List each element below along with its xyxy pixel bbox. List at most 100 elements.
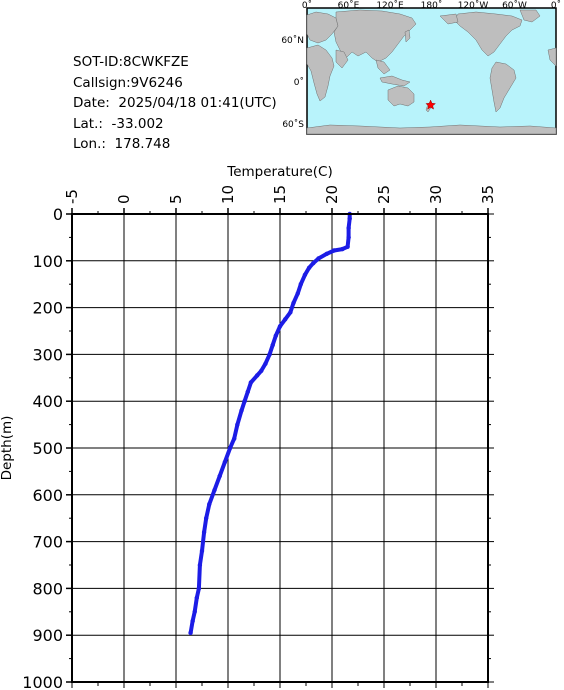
profile-point <box>267 352 272 357</box>
profile-point <box>298 282 303 287</box>
map-lat-label: 0˚ <box>294 77 304 88</box>
land-alaska <box>439 13 459 25</box>
latitude-text: Lat.: -33.002 <box>73 115 164 132</box>
profile-point <box>203 516 209 521</box>
map-lon-label: 60˚E <box>338 0 360 11</box>
y-tick-label: 1000 <box>22 673 63 690</box>
y-tick-labels: 0 100 200 300 400 500 600 700 800 900 1000 <box>22 205 72 690</box>
profile-point <box>324 251 329 256</box>
y-tick-label: 0 <box>53 205 63 224</box>
x-axis-label: Temperature(C) <box>226 164 332 180</box>
profile-point <box>346 235 351 240</box>
land-se-asia <box>375 59 391 75</box>
x-tick-label: 0 <box>115 194 133 204</box>
land-antarctica <box>306 124 557 135</box>
profile-point <box>245 389 250 395</box>
profile-point <box>232 436 237 441</box>
y-tick-label: 900 <box>32 626 63 645</box>
x-tick-label: 15 <box>271 185 289 204</box>
y-tick-label: 700 <box>32 533 63 552</box>
profile-point <box>196 586 202 591</box>
map-lat-label: 60˚N <box>281 35 304 46</box>
x-tick-label: 5 <box>167 194 185 204</box>
profile-point <box>259 368 264 373</box>
profile-point <box>188 630 193 636</box>
y-tick-label: 800 <box>32 579 63 598</box>
sot-id-text: SOT-ID:8CWKFZE <box>73 54 189 70</box>
profile-point <box>197 562 203 568</box>
x-tick-label: 35 <box>479 185 497 204</box>
x-tick-label: 20 <box>323 185 341 204</box>
y-tick-label: 100 <box>32 252 63 271</box>
profile-point <box>346 225 351 231</box>
x-tick-label: 30 <box>427 185 445 204</box>
profile-point <box>212 487 217 493</box>
land-australia <box>387 85 415 107</box>
y-tick-label: 500 <box>32 439 63 458</box>
profile-point <box>316 256 321 261</box>
profile-point <box>277 324 283 329</box>
profile-point <box>270 342 275 348</box>
y-tick-label: 200 <box>32 299 63 318</box>
map-lon-label: 180˚ <box>421 0 443 11</box>
map-lon-label: 120˚W <box>458 0 489 11</box>
profile-point <box>273 333 279 338</box>
station-star-marker <box>425 99 437 110</box>
profile-point <box>199 548 205 554</box>
map-lon-label: 60˚W <box>502 0 527 11</box>
profile-point <box>227 445 233 451</box>
y-tick-label: 400 <box>32 392 63 411</box>
profile-point <box>311 260 316 266</box>
longitude-text: Lon.: 178.748 <box>73 136 171 152</box>
map-lon-labels: 0˚ 60˚E 120˚E 180˚ 120˚W 60˚W 0˚ <box>302 0 561 11</box>
map-lon-label: 0˚ <box>551 0 561 11</box>
profile-point <box>194 595 199 600</box>
profile-point <box>201 530 207 535</box>
land-indonesia <box>379 75 411 87</box>
map-lat-labels: 60˚N 0˚ 60˚S <box>281 35 304 130</box>
profile-point <box>190 618 195 624</box>
profile-point <box>192 609 197 614</box>
y-tick-label: 600 <box>32 486 63 505</box>
land-arabia <box>335 49 349 69</box>
map-lat-label: 60˚S <box>282 119 304 130</box>
profile-chart: -5 0 5 10 15 20 25 30 35 01002003004005006007008… <box>0 164 497 690</box>
x-tick-label: 10 <box>219 185 237 204</box>
profile-point <box>239 408 244 413</box>
profile-point <box>283 317 288 322</box>
map-lon-label: 0˚ <box>302 0 312 11</box>
profile-point <box>302 272 308 278</box>
profile-point <box>331 248 337 253</box>
x-tick-label: -5 <box>63 189 81 204</box>
land-greenland <box>519 9 541 23</box>
profile-point <box>222 459 228 465</box>
land-japan <box>404 29 411 43</box>
profile-point <box>235 422 240 427</box>
land-north-america <box>453 11 523 57</box>
map-land <box>306 9 557 135</box>
profile-point <box>242 399 247 404</box>
profile-point <box>263 361 268 366</box>
y-axis-label: Depth(m) <box>0 416 15 481</box>
profile-point <box>306 265 312 271</box>
profile-point <box>291 300 296 306</box>
y-tick-label: 300 <box>32 345 63 364</box>
map-lon-label: 120˚E <box>376 0 404 11</box>
temperature-profile <box>188 211 352 636</box>
callsign-text: Callsign:9V6246 <box>73 74 183 91</box>
profile-point <box>295 291 300 296</box>
land-east-africa-right <box>547 47 557 67</box>
land-europe <box>306 11 339 44</box>
profile-point <box>288 310 293 315</box>
profile-point <box>347 216 352 221</box>
profile-point <box>345 244 350 249</box>
x-tick-labels: -5 0 5 10 15 20 25 30 35 <box>63 185 497 214</box>
date-text: Date: 2025/04/18 01:41(UTC) <box>73 95 277 111</box>
land-south-america <box>489 61 517 113</box>
land-africa <box>306 44 335 102</box>
world-map: 0˚ 60˚E 120˚E 180˚ 120˚W 60˚W 0˚ 60˚N 0˚ 60˚S <box>281 0 561 135</box>
profile-point <box>248 380 254 385</box>
profile-point <box>254 373 260 378</box>
x-tick-label: 25 <box>375 185 393 204</box>
